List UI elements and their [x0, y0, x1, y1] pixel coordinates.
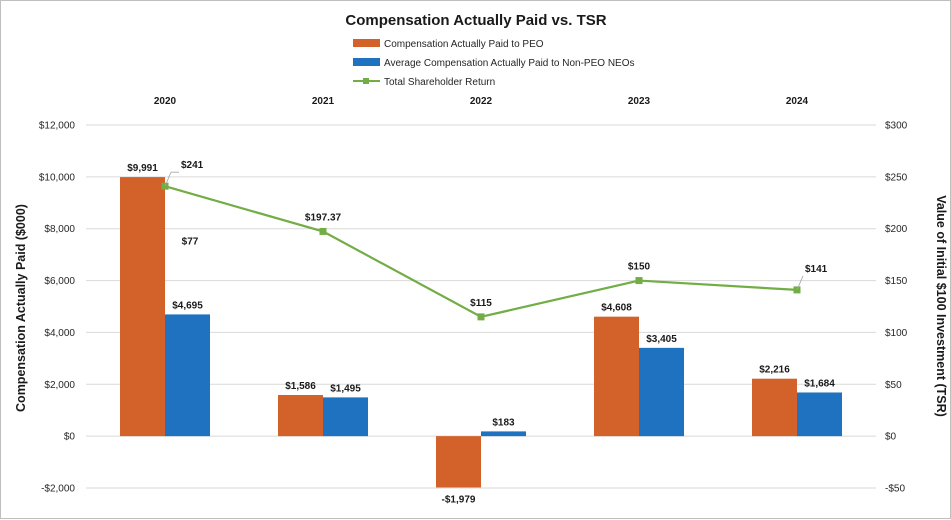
data-label-peo: $4,608: [601, 303, 632, 314]
legend-swatch-peo: [353, 39, 380, 47]
data-label-neo: $1,495: [330, 383, 361, 394]
year-label: 2024: [786, 96, 809, 107]
right-axis-title: Value of Initial $100 Investment (TSR): [934, 195, 948, 417]
legend-swatch-neo: [353, 58, 380, 66]
bar-peo: [120, 177, 165, 437]
data-label-neo: $3,405: [646, 334, 677, 345]
bars: [120, 177, 842, 488]
tsr-marker: [635, 277, 643, 285]
tsr-leader-line: [164, 171, 179, 187]
legend-marker-tsr: [363, 78, 369, 84]
bar-neo: [165, 314, 210, 437]
left-tick-label: $12,000: [39, 121, 76, 132]
data-label-neo: $1,684: [804, 378, 835, 389]
right-tick-label: $0: [885, 432, 897, 443]
data-label-tsr: $115: [470, 298, 492, 309]
chart-title: Compensation Actually Paid vs. TSR: [345, 12, 606, 29]
data-label-tsr: $141: [805, 264, 828, 275]
data-label-neo: $4,695: [172, 300, 203, 311]
data-label-peo: $2,216: [759, 365, 790, 376]
data-label-peo: -$1,979: [442, 494, 476, 505]
left-tick-label: $6,000: [44, 276, 75, 287]
right-tick-label: $250: [885, 172, 908, 183]
data-label-tsr: $197.37: [305, 212, 342, 223]
bar-neo: [481, 431, 526, 437]
bar-peo: [594, 316, 639, 437]
left-tick-label: $0: [64, 432, 76, 443]
right-tick-label: $50: [885, 380, 902, 391]
bar-peo: [752, 378, 797, 437]
left-axis: -$2,000 $0 $2,000 $4,000 $6,000 $8,000 $10,000…: [39, 121, 76, 495]
year-label: 2022: [470, 96, 493, 107]
tsr-leader-line: [796, 275, 804, 291]
legend: Compensation Actually Paid to PEO Averag…: [353, 39, 635, 88]
year-label: 2021: [312, 96, 335, 107]
data-label-peo: $9,991: [127, 163, 158, 174]
left-tick-label: $4,000: [44, 328, 75, 339]
bar-peo: [436, 436, 481, 488]
tsr-marker: [477, 313, 485, 321]
left-axis-title: Compensation Actually Paid ($000): [14, 204, 28, 412]
right-tick-label: $150: [885, 276, 908, 287]
bar-neo: [639, 347, 684, 437]
left-tick-label: $10,000: [39, 172, 76, 183]
legend-label-tsr: Total Shareholder Return: [384, 77, 495, 88]
bar-peo: [278, 395, 323, 437]
data-labels: $9,991 $4,695 $1,586 $1,495 -$1,979 $183 $4,60…: [127, 160, 835, 505]
left-tick-label: $8,000: [44, 224, 75, 235]
data-label-neo: $183: [492, 417, 515, 428]
right-tick-label: $300: [885, 121, 908, 132]
data-label-tsr: $150: [628, 262, 651, 273]
year-label: 2020: [154, 96, 177, 107]
bar-neo: [323, 397, 368, 437]
right-tick-label: $100: [885, 328, 908, 339]
year-labels: 2020 2021 2022 2023 2024: [154, 96, 809, 107]
data-label-peo: $1,586: [285, 381, 316, 392]
gridlines: [86, 124, 876, 489]
year-label: 2023: [628, 96, 651, 107]
legend-label-neo: Average Compensation Actually Paid to No…: [384, 58, 635, 69]
legend-label-peo: Compensation Actually Paid to PEO: [384, 39, 544, 50]
right-axis: -$50 $0 $50 $100 $150 $200 $250 $300: [885, 121, 908, 495]
tsr-marker: [319, 227, 327, 235]
bar-neo: [797, 392, 842, 437]
data-label-tsr: $241: [181, 160, 204, 171]
annotation-label: $77: [182, 236, 199, 247]
right-tick-label: $200: [885, 224, 908, 235]
left-tick-label: -$2,000: [41, 484, 75, 495]
right-tick-label: -$50: [885, 484, 905, 495]
left-tick-label: $2,000: [44, 380, 75, 391]
